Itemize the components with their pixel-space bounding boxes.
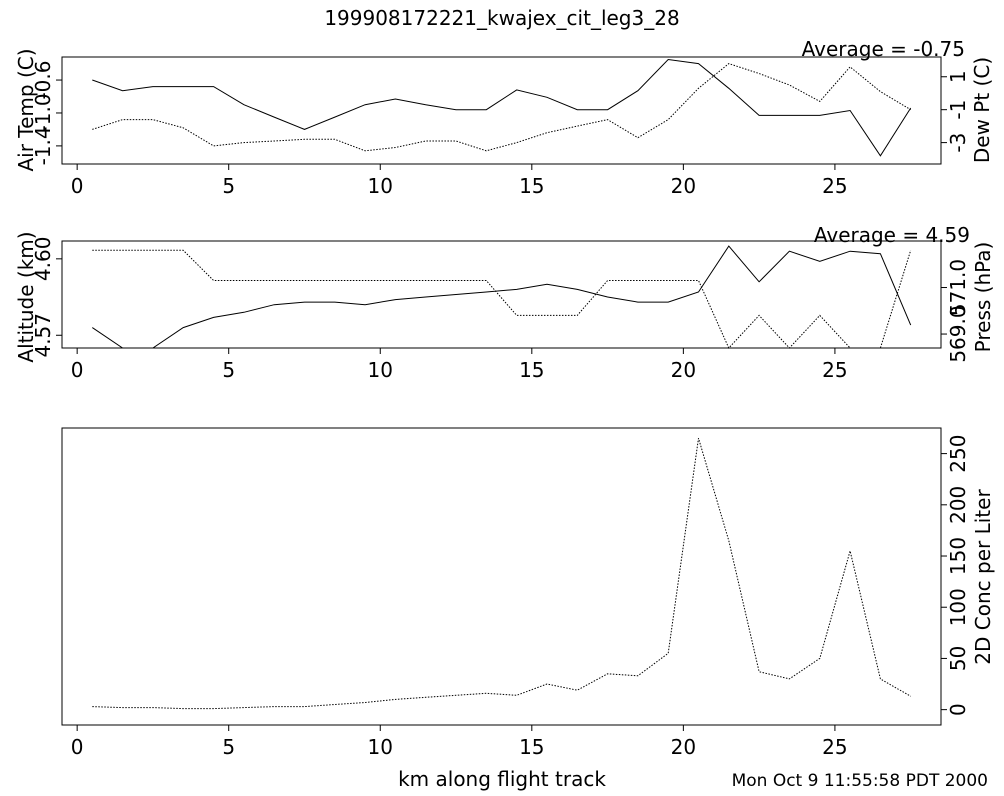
panel-temperature: Average = -0.75 Air Temp (C) Dew Pt (C) … xyxy=(14,37,994,198)
y-axis-label-right: Press (hPa) xyxy=(971,242,995,353)
x-axis-label: km along flight track xyxy=(398,767,606,791)
x-tick-label: 0 xyxy=(71,358,84,382)
y-right-tick-label: 150 xyxy=(946,537,970,575)
y-right-tick-label: -1 xyxy=(946,100,970,120)
average-label: Average = -0.75 xyxy=(802,37,965,61)
x-tick-label: 0 xyxy=(71,174,84,198)
y-left-tick-label: -0.6 xyxy=(31,61,55,100)
y-axis-label-right: 2D Conc per Liter xyxy=(971,489,995,665)
panel-altitude: Average = 4.59 Altitude (km) Press (hPa)… xyxy=(14,223,995,382)
plot-frame xyxy=(61,427,942,726)
y-right-tick-label: 250 xyxy=(946,435,970,473)
x-tick-label: 15 xyxy=(519,174,544,198)
plot-frame xyxy=(61,240,942,349)
y-right-tick-label: 100 xyxy=(946,588,970,626)
panel-2d-concentration: 2D Conc per Liter 0 5 10 15 20 25050100150200… xyxy=(61,427,995,759)
y-axis-label-right: Dew Pt (C) xyxy=(970,57,994,163)
x-tick-label: 10 xyxy=(368,735,393,759)
y-right-tick-label: -3 xyxy=(946,133,970,153)
dotted-series-line xyxy=(92,63,911,152)
dotted-series-line xyxy=(92,438,911,710)
chart-title: 199908172221_kwajex_cit_leg3_28 xyxy=(324,6,679,30)
y-right-tick-label: 569.0 xyxy=(946,305,970,362)
x-tick-label: 0 xyxy=(71,735,84,759)
plot-frame xyxy=(61,56,942,165)
y-right-tick-label: 50 xyxy=(946,646,970,671)
x-tick-label: 5 xyxy=(222,358,235,382)
average-label: Average = 4.59 xyxy=(814,223,970,247)
x-tick-label: 20 xyxy=(671,358,696,382)
y-right-tick-label: 571.0 xyxy=(946,259,970,316)
solid-series-line xyxy=(92,58,912,157)
y-right-tick-label: 0 xyxy=(946,703,970,716)
y-left-tick-label: -1.4 xyxy=(31,126,55,165)
y-right-tick-label: 200 xyxy=(946,486,970,524)
y-left-tick-label: -1.0 xyxy=(31,93,55,132)
y-axis-label-left: Air Temp (C) xyxy=(14,48,38,171)
dotted-series-line xyxy=(92,249,912,349)
x-tick-label: 20 xyxy=(671,735,696,759)
x-tick-label: 25 xyxy=(822,735,847,759)
x-tick-label: 25 xyxy=(822,174,847,198)
y-axis-label-left: Altitude (km) xyxy=(14,231,38,362)
x-tick-label: 25 xyxy=(822,358,847,382)
x-tick-label: 5 xyxy=(222,735,235,759)
y-right-tick-label: 1 xyxy=(946,70,970,83)
x-tick-label: 15 xyxy=(519,358,544,382)
x-tick-label: 5 xyxy=(222,174,235,198)
x-tick-label: 15 xyxy=(519,735,544,759)
x-tick-label: 10 xyxy=(368,174,393,198)
solid-series-line xyxy=(92,245,912,349)
y-left-tick-label: 4.60 xyxy=(31,237,55,282)
y-left-tick-label: 4.57 xyxy=(31,313,55,358)
x-tick-label: 10 xyxy=(368,358,393,382)
timestamp: Mon Oct 9 11:55:58 PDT 2000 xyxy=(732,771,988,791)
x-tick-label: 20 xyxy=(671,174,696,198)
